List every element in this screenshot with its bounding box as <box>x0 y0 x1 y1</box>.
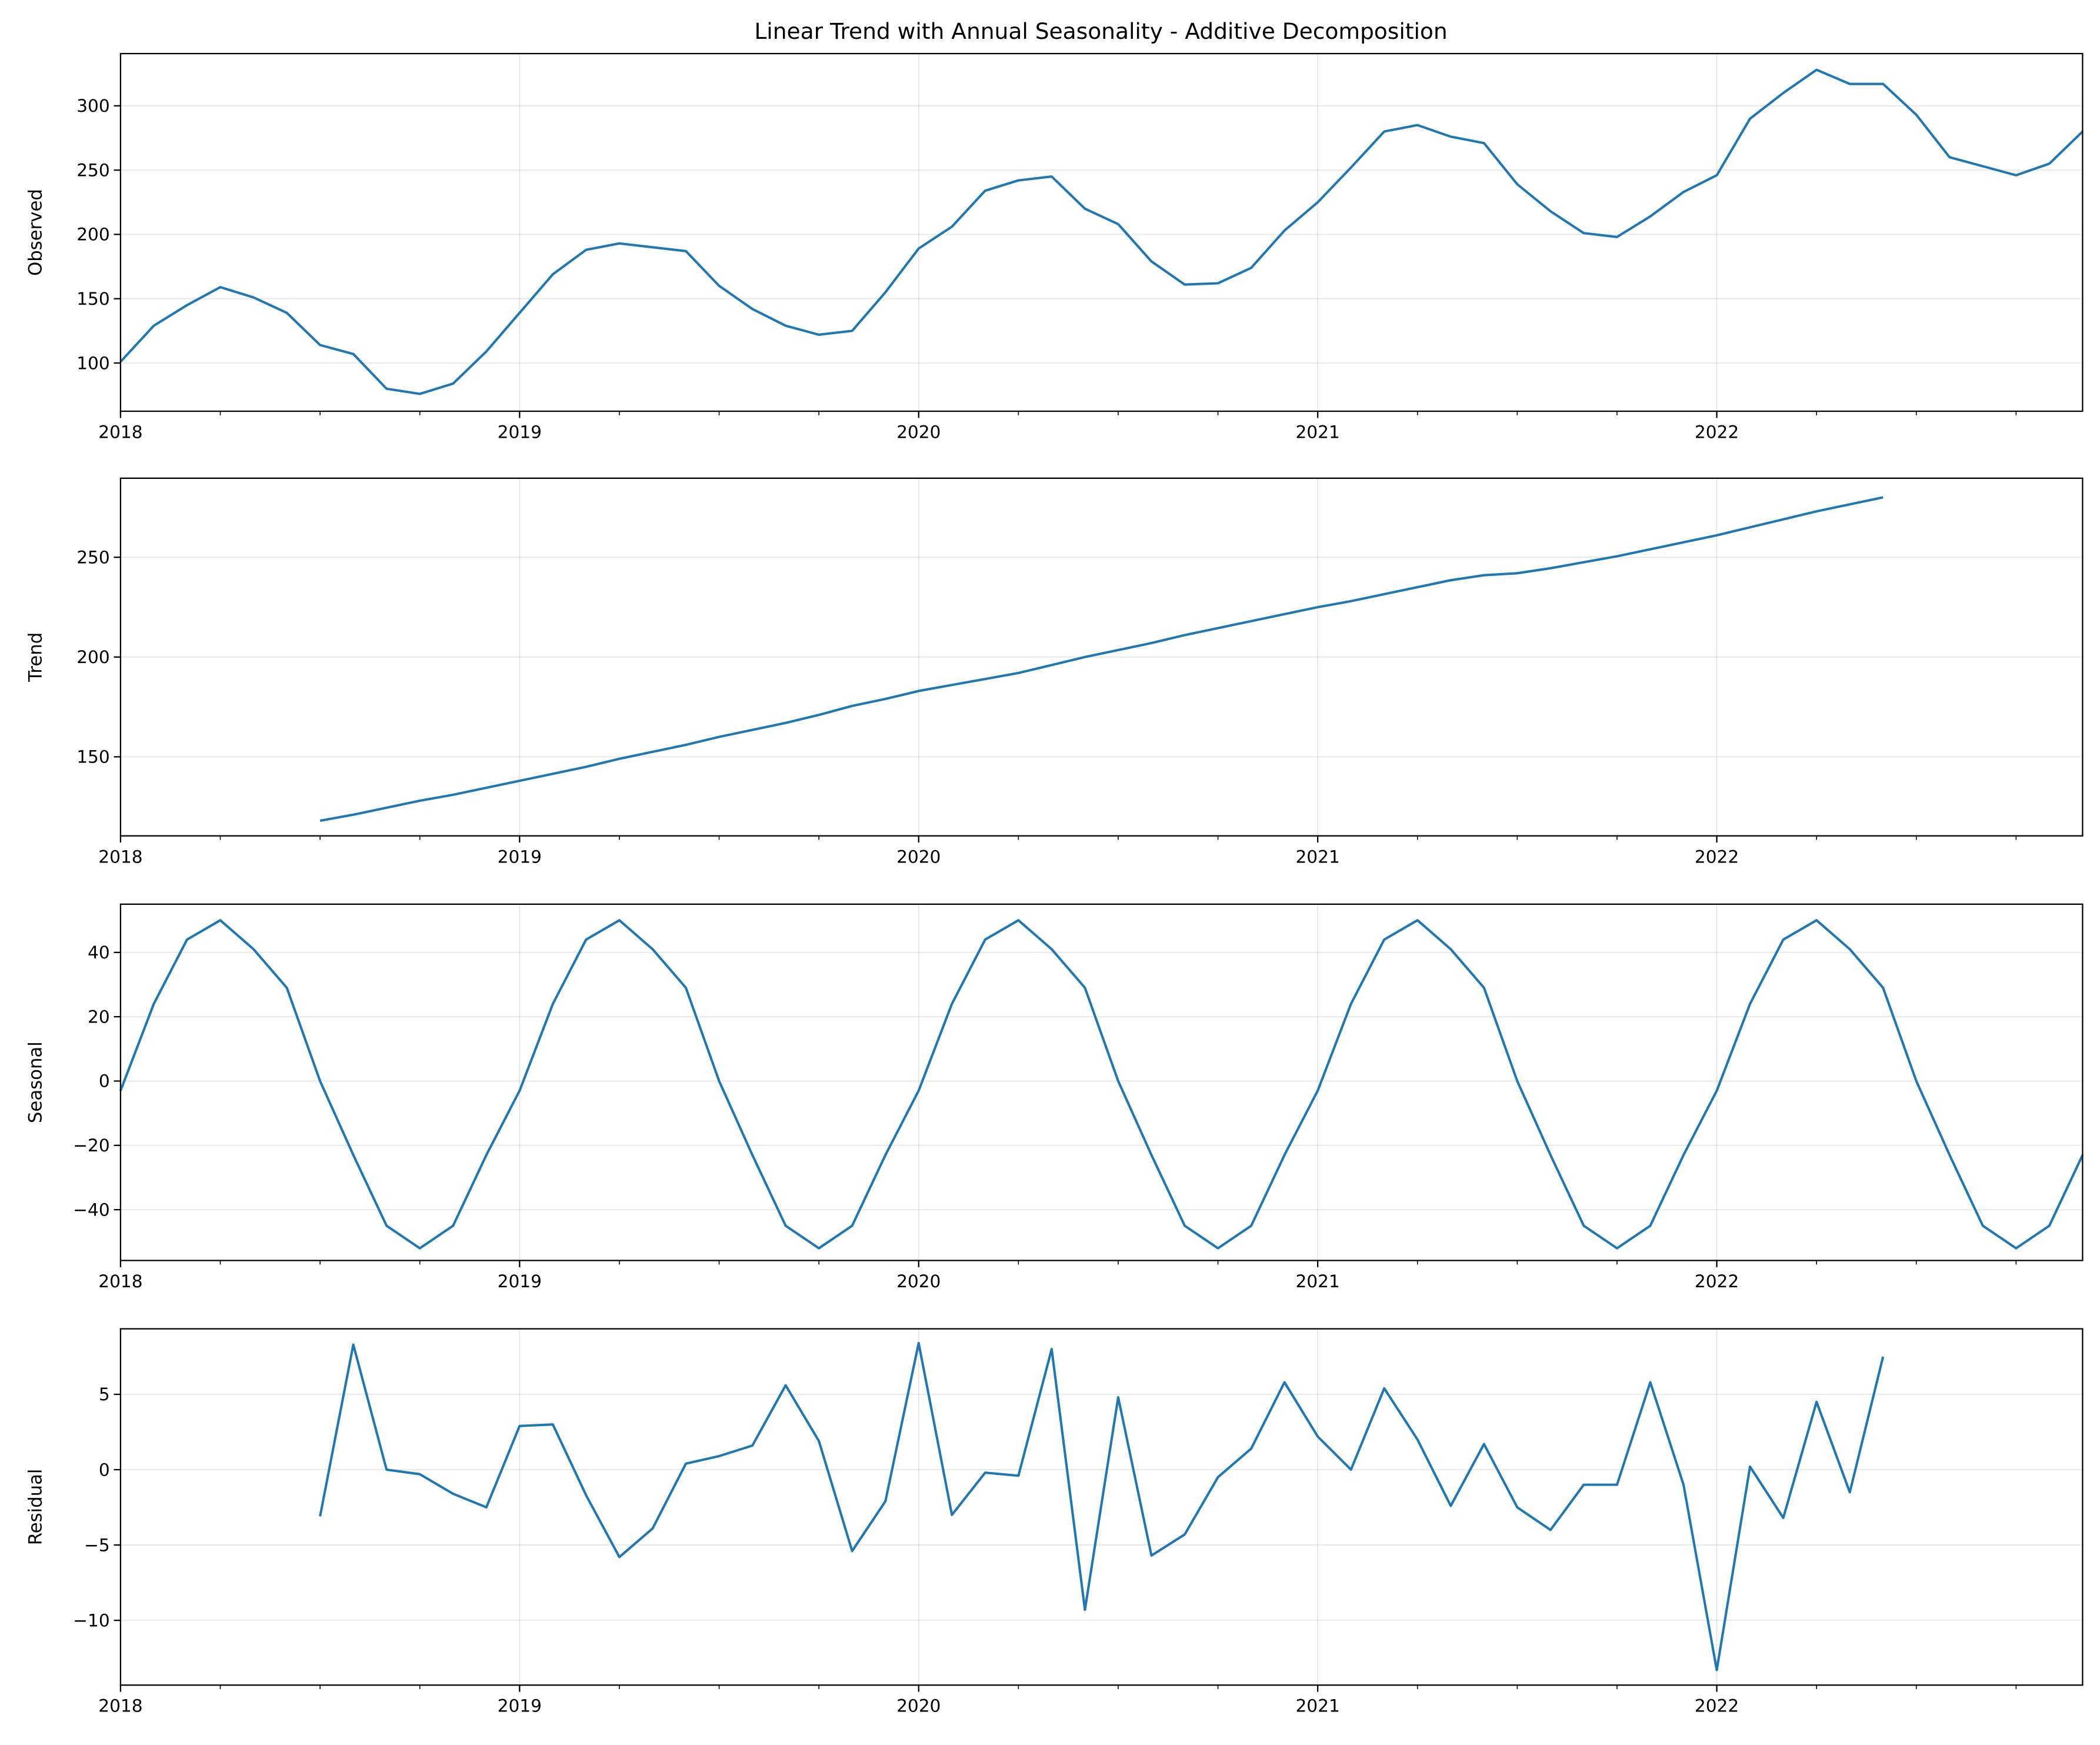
x-tick-label: 2020 <box>896 847 941 867</box>
trend-panel: 2018 2019 2020 2021 2022 150 200 250 Trend <box>25 477 2084 867</box>
observed-axes-frame <box>119 52 2084 412</box>
y-tick-label: 20 <box>88 1007 110 1027</box>
y-tick-label: −20 <box>73 1135 109 1155</box>
x-tick-label: 2019 <box>498 422 542 442</box>
y-tick-label: −5 <box>84 1535 110 1555</box>
observed-ylabel: Observed <box>25 189 46 276</box>
residual-axes-frame <box>119 1328 2084 1686</box>
residual-ylabel: Residual <box>25 1469 46 1546</box>
x-tick-label: 2021 <box>1295 422 1339 442</box>
y-tick-label: 0 <box>99 1071 110 1091</box>
residual-panel: 2018 2019 2020 2021 2022 −10 −5 0 5 Residual <box>25 1328 2084 1716</box>
trend-series-line <box>319 496 1884 822</box>
y-tick-label: 250 <box>76 547 109 567</box>
x-tick-label: 2022 <box>1695 1696 1739 1716</box>
x-tick-label: 2020 <box>896 1271 941 1291</box>
y-tick-label: 0 <box>99 1460 110 1480</box>
seasonal-ylabel: Seasonal <box>25 1041 46 1123</box>
y-tick-label: 150 <box>76 747 109 767</box>
seasonal-series-line <box>119 919 2084 1250</box>
trend-ylabel: Trend <box>25 632 46 682</box>
y-tick-label: 300 <box>76 96 109 116</box>
y-tick-label: 40 <box>88 943 110 963</box>
x-tick-label: 2018 <box>98 422 142 442</box>
x-tick-label: 2021 <box>1295 1271 1339 1291</box>
x-tick-label: 2019 <box>498 847 542 867</box>
seasonal-panel: 2018 2019 2020 2021 2022 −40 −20 0 20 40 Seasonal <box>25 903 2084 1291</box>
x-tick-label: 2022 <box>1695 1271 1739 1291</box>
y-tick-label: 250 <box>76 160 109 180</box>
y-tick-label: −40 <box>73 1200 109 1220</box>
x-tick-label: 2020 <box>896 1696 941 1716</box>
y-tick-label: 100 <box>76 353 109 373</box>
x-tick-label: 2018 <box>98 1696 142 1716</box>
y-tick-label: 5 <box>99 1384 110 1404</box>
x-tick-label: 2019 <box>498 1696 542 1716</box>
y-tick-label: −10 <box>73 1610 109 1630</box>
residual-series-line <box>319 1341 1885 1671</box>
y-tick-label: 200 <box>76 647 109 667</box>
x-tick-label: 2020 <box>896 422 941 442</box>
y-tick-label: 150 <box>76 289 109 309</box>
x-tick-label: 2021 <box>1295 1696 1339 1716</box>
observed-panel: 2018 2019 2020 2021 2022 100 150 200 250 300 Obser… <box>25 52 2084 442</box>
x-tick-label: 2022 <box>1695 847 1739 867</box>
seasonal-axes-frame <box>119 903 2084 1261</box>
observed-series-line <box>119 68 2084 395</box>
y-tick-label: 200 <box>76 225 109 245</box>
x-tick-label: 2018 <box>98 847 142 867</box>
x-tick-label: 2018 <box>98 1271 142 1291</box>
chart-title: Linear Trend with Annual Seasonality - A… <box>754 18 1447 44</box>
x-tick-label: 2022 <box>1695 422 1739 442</box>
x-tick-label: 2019 <box>498 1271 542 1291</box>
x-tick-label: 2021 <box>1295 847 1339 867</box>
